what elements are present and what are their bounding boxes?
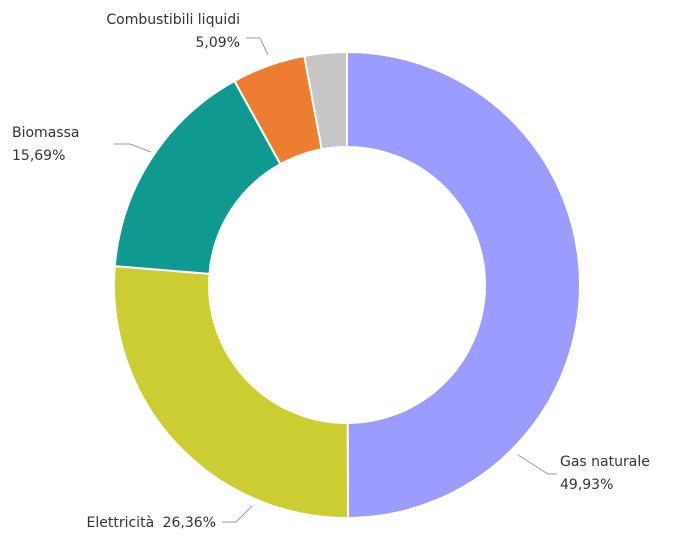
donut-slices bbox=[113, 50, 582, 520]
leader-elettricita bbox=[222, 505, 253, 523]
slice-other bbox=[303, 50, 348, 151]
slice-gas-naturale bbox=[346, 50, 582, 520]
leader-gas-naturale bbox=[517, 454, 557, 475]
label-biomassa-name: Biomassa bbox=[12, 125, 79, 141]
label-gas-naturale-value: 49,93% bbox=[560, 477, 613, 493]
label-combustibili-name: Combustibili liquidi bbox=[106, 12, 240, 28]
leader-biomassa bbox=[114, 143, 152, 153]
label-elettricita-value: 26,36% bbox=[163, 515, 216, 531]
slice-elettricita bbox=[113, 265, 350, 519]
label-elettricita-name: Elettricità bbox=[87, 515, 155, 531]
slice-biomassa bbox=[113, 79, 282, 275]
label-biomassa-value: 15,69% bbox=[12, 148, 65, 164]
label-gas-naturale-name: Gas naturale bbox=[560, 454, 650, 470]
label-combustibili-value: 5,09% bbox=[196, 35, 240, 51]
leader-combustibili bbox=[246, 37, 269, 56]
label-elettricita: Elettricità 26,36% bbox=[87, 515, 216, 531]
